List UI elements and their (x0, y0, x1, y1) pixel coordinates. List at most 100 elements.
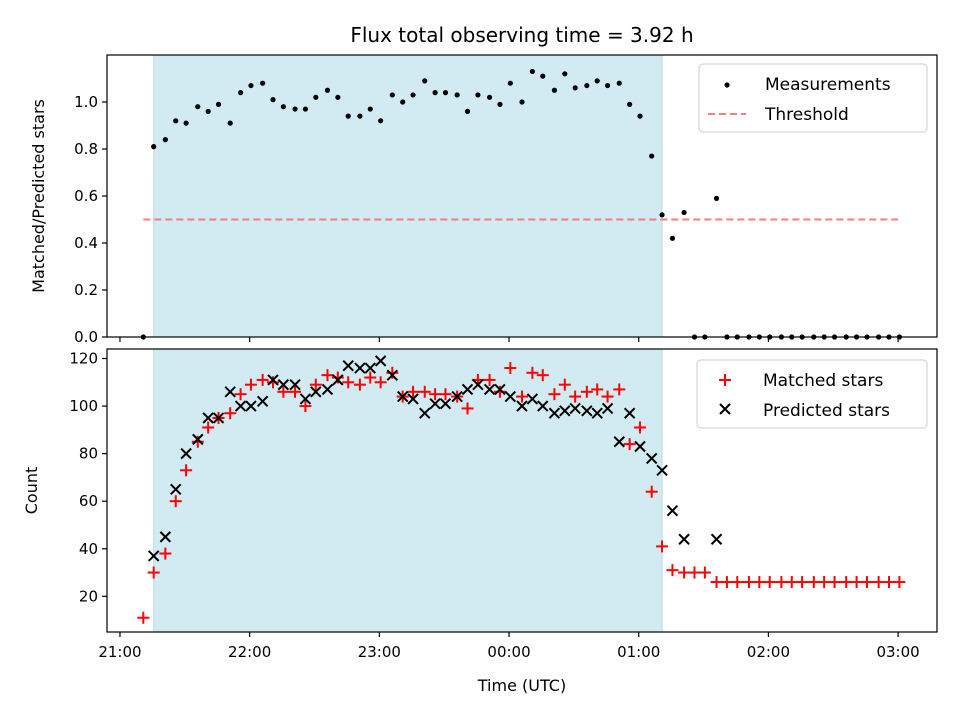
data-point-x (581, 405, 593, 417)
data-point-plus (234, 388, 247, 401)
data-point-x (289, 378, 301, 391)
data-point-x (429, 397, 441, 410)
data-point (389, 92, 395, 98)
data-point-x (342, 359, 354, 372)
data-point (486, 94, 493, 100)
data-point-plus (753, 576, 766, 589)
x-tick-label: 01:00 (617, 643, 660, 661)
data-point-x (147, 550, 160, 562)
data-point (270, 97, 276, 103)
data-point (367, 106, 373, 112)
data-point (627, 101, 633, 107)
data-point (649, 153, 655, 159)
data-point-plus (277, 385, 290, 398)
data-point-x (212, 412, 225, 424)
legend-label: Matched stars (763, 371, 883, 391)
data-point-plus (623, 438, 636, 451)
data-point-plus (775, 576, 788, 589)
data-point-plus (591, 383, 604, 396)
data-point-x (710, 533, 723, 545)
data-point (584, 82, 590, 89)
data-point-x (256, 395, 269, 408)
data-point-plus (244, 378, 257, 391)
data-point (237, 90, 244, 96)
data-point-x (310, 386, 322, 398)
data-point (400, 99, 406, 105)
data-point-plus (504, 362, 517, 375)
data-point-plus (353, 378, 366, 391)
data-point-plus (678, 566, 691, 579)
data-point (183, 120, 189, 126)
legend-x-icon (719, 403, 731, 415)
data-point-x (159, 531, 172, 543)
data-point-plus (461, 402, 474, 415)
data-point-plus (860, 576, 873, 589)
data-point (324, 87, 331, 93)
x-axis-label: Time (UTC) (477, 676, 566, 695)
data-point (205, 108, 211, 114)
data-point-plus (742, 576, 755, 589)
data-point (454, 92, 460, 98)
data-point-plus (569, 390, 582, 403)
data-point-plus (516, 390, 528, 403)
data-point-x (591, 407, 603, 419)
data-point-plus (580, 385, 593, 398)
data-point-x (656, 464, 668, 476)
y-tick-label: 60 (79, 492, 98, 510)
data-point-plus (202, 421, 215, 434)
data-point (151, 144, 157, 150)
panel-frame (106, 348, 938, 633)
data-point-plus (289, 385, 302, 398)
data-point-plus (645, 485, 658, 498)
legend-label: Measurements (765, 75, 891, 95)
x-tick-label: 02:00 (747, 643, 790, 661)
data-point-plus (601, 390, 614, 403)
data-point (594, 78, 600, 84)
data-point (227, 120, 233, 126)
data-point-plus (429, 388, 442, 401)
data-point-x (472, 378, 484, 391)
data-point-x (439, 397, 452, 410)
data-point (497, 101, 503, 107)
data-point-x (645, 452, 658, 465)
data-point-plus (267, 376, 279, 389)
data-point (519, 99, 525, 105)
data-point-plus (256, 373, 269, 386)
data-point (551, 87, 558, 93)
data-point-x (386, 369, 399, 381)
data-point (215, 101, 222, 107)
data-point-x (569, 402, 581, 415)
data-point (507, 80, 513, 86)
x-tick-label: 00:00 (487, 643, 530, 661)
data-point-plus (818, 576, 831, 589)
data-point-plus (785, 576, 798, 589)
data-point-x (613, 436, 625, 448)
data-point (302, 106, 309, 112)
data-point-x (202, 412, 214, 424)
y-tick-label: 40 (79, 540, 98, 558)
legend-box (696, 359, 928, 429)
x-tick-label: 03:00 (876, 643, 919, 661)
data-point (195, 104, 201, 110)
data-point (410, 92, 416, 98)
data-point-x (224, 386, 236, 398)
data-point (422, 78, 428, 84)
data-point-x (537, 400, 549, 412)
data-point (713, 195, 720, 201)
y-axis-label: Matched/Predicted stars (29, 99, 48, 293)
data-point-plus (656, 540, 669, 553)
data-point-x (601, 402, 614, 415)
data-point-x (234, 400, 247, 412)
data-point-plus (483, 373, 496, 386)
data-point-x (548, 407, 561, 419)
data-point-x (461, 383, 474, 396)
y-axis-ticks: 0.0 0.2 0.4 0.6 0.8 1.0 (74, 93, 107, 346)
data-point-x (483, 383, 496, 396)
data-point-plus (407, 385, 420, 398)
data-point-plus (796, 576, 809, 589)
data-point (260, 80, 266, 86)
data-point-plus (309, 378, 322, 391)
data-point-x (180, 447, 192, 460)
data-point-x (364, 362, 376, 374)
x-tick-label: 23:00 (358, 643, 401, 661)
